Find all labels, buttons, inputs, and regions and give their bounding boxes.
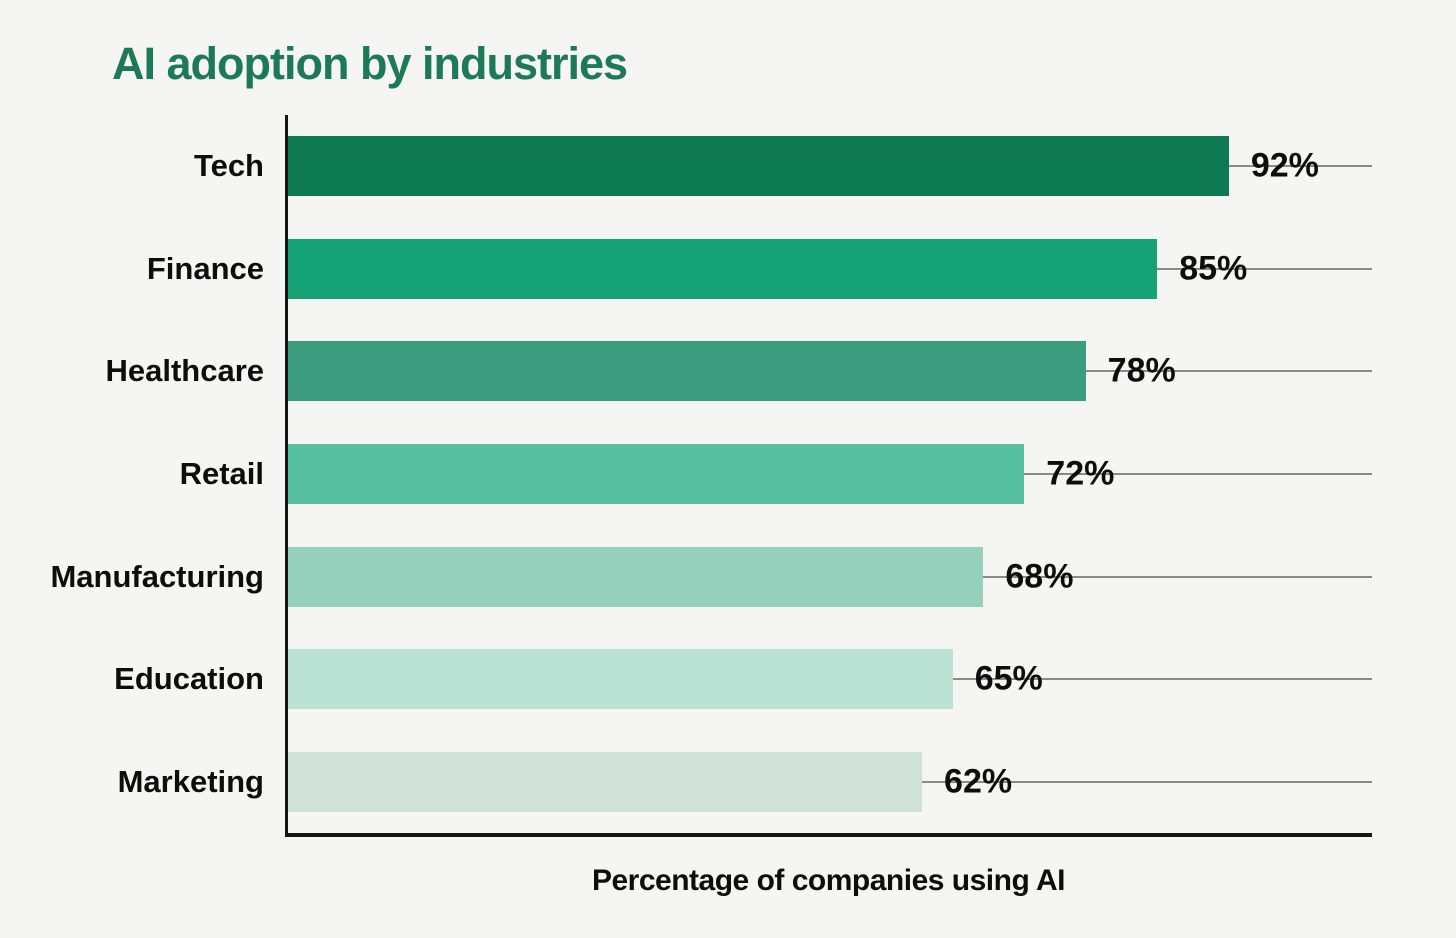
category-label: Finance <box>146 250 264 286</box>
category-label: Tech <box>193 148 264 184</box>
plot-area: Tech 92% Finance 85% Healthcare 78% Retail 72% M… <box>50 115 1372 837</box>
value-label: 62% <box>944 762 1013 801</box>
bar-row: Tech 92% <box>194 115 1372 218</box>
category-label: Retail <box>179 456 264 492</box>
value-label: 65% <box>974 659 1043 698</box>
bar-row: Education 65% <box>114 628 1372 731</box>
leader-line <box>1085 370 1372 373</box>
bar <box>288 444 1025 505</box>
value-label: 72% <box>1046 454 1115 493</box>
leader-line <box>952 678 1372 681</box>
leader-line <box>1024 473 1372 476</box>
bar-row: Healthcare 78% <box>105 320 1372 423</box>
chart-title: AI adoption by industries <box>112 38 628 89</box>
bar-row: Manufacturing 68% <box>50 525 1372 628</box>
bar <box>288 136 1229 197</box>
bar <box>288 649 953 710</box>
category-label: Marketing <box>117 763 264 799</box>
leader-line <box>1157 267 1372 270</box>
bar-row: Finance 85% <box>147 218 1372 321</box>
value-label: 68% <box>1005 557 1074 596</box>
leader-line <box>983 575 1372 578</box>
value-label: 85% <box>1179 249 1248 288</box>
bar-row: Marketing 62% <box>118 730 1372 833</box>
value-label: 78% <box>1107 351 1176 390</box>
leader-line <box>1228 165 1372 168</box>
value-label: 92% <box>1250 146 1319 185</box>
bar <box>288 751 923 812</box>
x-axis-label: Percentage of companies using AI <box>591 864 1066 897</box>
bar <box>288 238 1158 299</box>
category-label: Healthcare <box>105 353 264 389</box>
bar-row: Retail 72% <box>180 423 1372 526</box>
category-label: Manufacturing <box>50 558 264 594</box>
bar <box>288 546 984 607</box>
leader-line <box>922 780 1372 783</box>
bar <box>288 341 1086 402</box>
category-label: Education <box>114 661 264 697</box>
